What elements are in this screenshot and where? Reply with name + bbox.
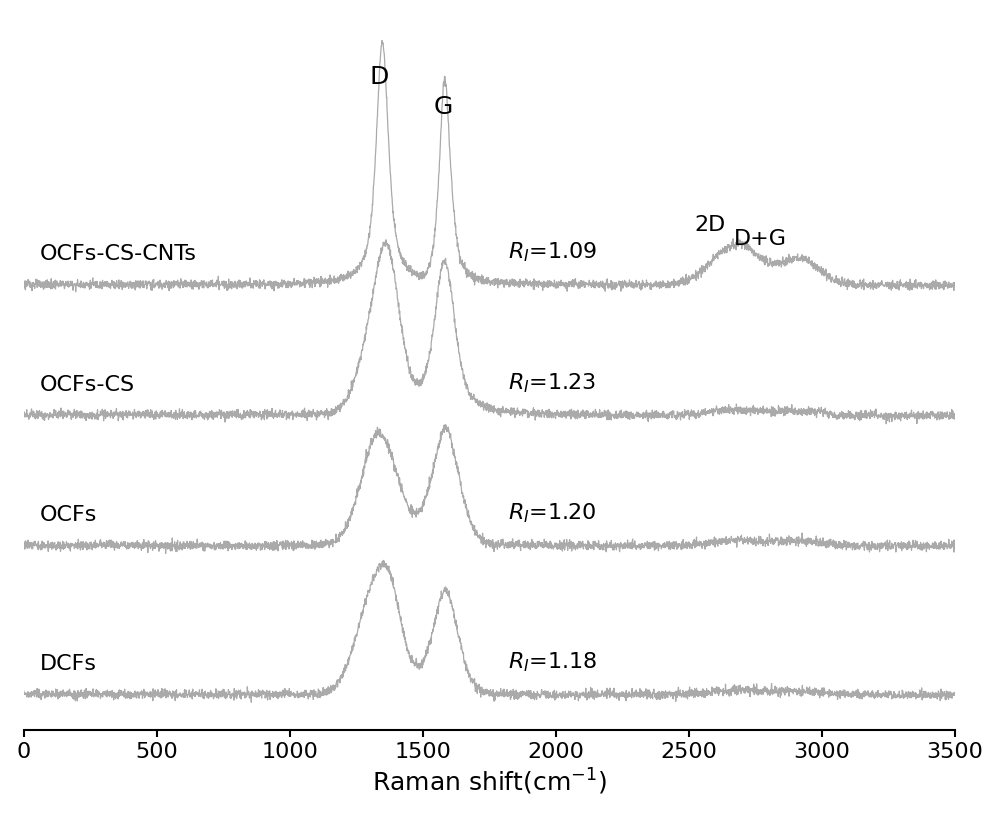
Text: 2D: 2D bbox=[695, 215, 726, 234]
Text: G: G bbox=[433, 95, 452, 119]
Text: DCFs: DCFs bbox=[40, 654, 97, 674]
Text: D: D bbox=[369, 65, 389, 90]
Text: D+G: D+G bbox=[734, 230, 787, 249]
Text: $R_I$=1.09: $R_I$=1.09 bbox=[508, 241, 597, 265]
Text: OCFs: OCFs bbox=[40, 505, 97, 525]
X-axis label: Raman shift(cm$^{-1}$): Raman shift(cm$^{-1}$) bbox=[372, 767, 607, 798]
Text: OCFs-CS-CNTs: OCFs-CS-CNTs bbox=[40, 244, 197, 265]
Text: $R_I$=1.18: $R_I$=1.18 bbox=[508, 650, 597, 674]
Text: $R_I$=1.23: $R_I$=1.23 bbox=[508, 371, 596, 395]
Text: $R_I$=1.20: $R_I$=1.20 bbox=[508, 501, 596, 525]
Text: OCFs-CS: OCFs-CS bbox=[40, 374, 135, 395]
